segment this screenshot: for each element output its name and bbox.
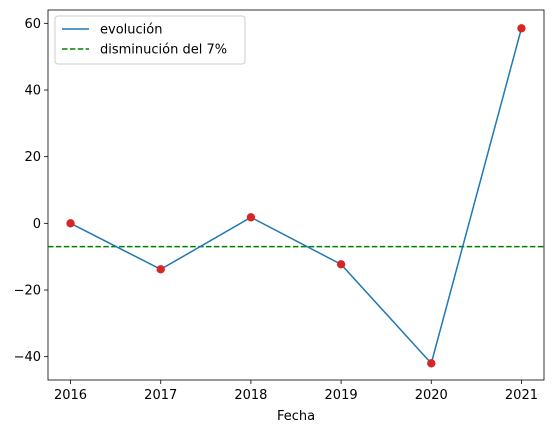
x-tick-label: 2020 <box>415 388 448 403</box>
legend-label-disminucion: disminución del 7% <box>100 43 227 58</box>
legend: evolución disminución del 7% <box>54 15 246 65</box>
y-tick-label: −40 <box>14 350 41 365</box>
data-point <box>427 359 436 368</box>
y-tick-label: 20 <box>24 150 41 165</box>
x-axis-label: Fecha <box>277 409 315 424</box>
data-point <box>517 24 526 33</box>
data-point <box>246 213 256 222</box>
data-points <box>66 24 526 368</box>
x-axis: 2016 2017 2018 2019 2020 2021 <box>54 380 538 403</box>
x-tick-label: 2016 <box>54 388 87 403</box>
x-tick-label: 2018 <box>234 388 267 403</box>
y-tick-label: 60 <box>24 17 41 32</box>
x-tick-label: 2019 <box>325 388 358 403</box>
y-tick-label: 0 <box>33 217 41 232</box>
y-tick-label: 40 <box>24 84 41 99</box>
x-tick-label: 2021 <box>505 388 538 403</box>
y-tick-label: −20 <box>14 284 41 299</box>
legend-box <box>54 15 246 65</box>
x-tick-label: 2017 <box>144 388 177 403</box>
legend-label-evolucion: evolución <box>100 23 162 38</box>
data-point <box>156 265 165 274</box>
plot-area <box>47 9 545 381</box>
data-point <box>336 260 346 269</box>
y-axis: −40 −20 0 20 40 60 <box>14 17 48 365</box>
data-point <box>66 219 75 228</box>
series-line-evolucion <box>70 28 523 365</box>
